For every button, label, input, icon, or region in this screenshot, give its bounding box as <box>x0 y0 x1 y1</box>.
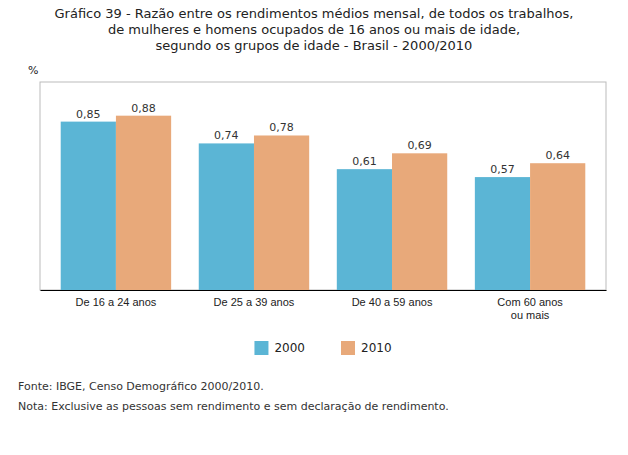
x-tick-label: De 40 a 59 anos <box>352 296 433 308</box>
data-labels: 0,85 0,74 0,61 0,57 0,88 0,78 0,69 0,64 <box>76 102 570 176</box>
data-label: 0,78 <box>269 121 294 134</box>
footnote: Fonte: IBGE, Censo Demográfico 2000/2010… <box>18 380 264 393</box>
x-tick-label: De 25 a 39 anos <box>214 296 295 308</box>
bar <box>530 163 585 290</box>
y-axis-label: % <box>28 64 38 77</box>
legend-swatch <box>254 341 268 355</box>
bar <box>61 122 116 290</box>
legend-item: 2010 <box>341 341 392 355</box>
bars <box>61 116 586 290</box>
x-tick: De 40 a 59 anos <box>352 296 433 308</box>
x-axis-line <box>41 290 607 291</box>
data-label: 0,61 <box>352 155 377 168</box>
data-label: 0,57 <box>490 163 514 176</box>
data-label: 0,85 <box>76 108 101 121</box>
x-tick: Com 60 anosou mais <box>497 296 563 321</box>
x-tick-label: Com 60 anosou mais <box>497 296 563 321</box>
plot: 0,85 0,74 0,61 0,57 0,88 0,78 0,69 0,64 De 16 a … <box>40 82 607 321</box>
legend-label: 2010 <box>361 341 392 355</box>
x-tick: De 16 a 24 anos <box>76 296 157 308</box>
legend: 2000 2010 <box>254 341 391 355</box>
x-tick-label: De 16 a 24 anos <box>76 296 157 308</box>
bar <box>392 153 447 290</box>
bar <box>116 116 171 290</box>
bar <box>337 169 392 290</box>
data-label: 0,64 <box>545 149 570 162</box>
legend-item: 2000 <box>254 341 305 355</box>
legend-swatch <box>341 341 355 355</box>
chart: Gráfico 39 - Razão entre os rendimentos … <box>0 0 628 455</box>
plot-frame <box>40 82 606 290</box>
x-axis: De 16 a 24 anos De 25 a 39 anos De 40 a 59… <box>41 291 607 322</box>
data-label: 0,74 <box>214 129 239 142</box>
legend-label: 2000 <box>274 341 305 355</box>
data-label: 0,69 <box>407 139 432 152</box>
x-tick: De 25 a 39 anos <box>214 296 295 308</box>
bar <box>254 135 309 290</box>
data-label: 0,88 <box>131 102 156 115</box>
footnote: Nota: Exclusive as pessoas sem rendiment… <box>18 400 449 413</box>
bar <box>199 143 254 290</box>
bar <box>475 177 530 290</box>
title: Gráfico 39 - Razão entre os rendimentos … <box>55 6 574 53</box>
